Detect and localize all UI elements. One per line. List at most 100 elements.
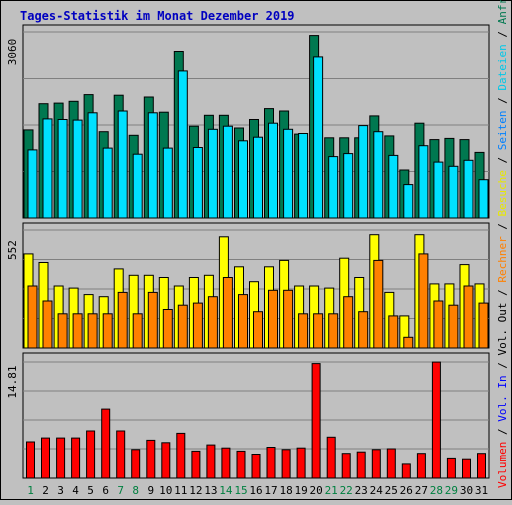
bar-rechner-day-17 <box>268 289 278 349</box>
bar-volumen-day-24 <box>371 449 381 479</box>
right-axis-legend: Volumen / Vol. In / Vol. Out / Rechner /… <box>496 0 509 488</box>
bar-rechner-day-24 <box>373 259 384 349</box>
bar-rechner-day-12 <box>192 302 203 349</box>
bar-rechner-day-3 <box>57 313 68 349</box>
bar-dateien-day-28 <box>433 161 444 219</box>
x-tick-label-day-13: 13 <box>204 484 217 497</box>
x-tick-label-day-31: 31 <box>475 484 488 497</box>
chart-title: Tages-Statistik im Monat Dezember 2019 <box>20 9 295 23</box>
right-axis-label-part: / <box>496 216 509 236</box>
bar-dateien-day-16 <box>253 136 263 219</box>
bar-rechner-day-10 <box>162 309 173 349</box>
x-tick-label-day-29: 29 <box>445 484 458 497</box>
bar-dateien-day-29 <box>448 165 459 219</box>
bar-volumen-day-17 <box>266 447 276 479</box>
bar-volumen-day-2 <box>41 437 50 479</box>
x-tick-label-day-15: 15 <box>234 484 247 497</box>
y-max-label: 14.81 <box>6 365 19 398</box>
bar-dateien-day-3 <box>57 119 68 219</box>
bar-rechner-day-25 <box>388 315 399 349</box>
bar-dateien-day-31 <box>478 179 489 219</box>
bar-dateien-day-4 <box>72 119 83 219</box>
bar-rechner-day-8 <box>132 313 143 349</box>
bar-dateien-day-12 <box>192 147 203 219</box>
bar-volumen-day-18 <box>281 449 291 479</box>
bar-dateien-day-19 <box>298 133 309 219</box>
right-axis-label-part: Anfragen <box>496 0 509 24</box>
bar-volumen-day-1 <box>26 441 35 479</box>
bar-volumen-day-21 <box>326 436 336 479</box>
bar-volumen-day-20 <box>311 363 321 479</box>
bar-rechner-day-26 <box>403 336 414 349</box>
bar-volumen-day-4 <box>71 437 81 479</box>
right-axis-label-part: Besuche <box>496 170 509 216</box>
bar-rechner-day-5 <box>87 313 98 349</box>
bar-dateien-day-22 <box>343 153 354 219</box>
chart-panels: 3060 552 14.81 <box>6 24 490 479</box>
bar-volumen-day-13 <box>206 444 216 479</box>
bar-volumen-day-16 <box>251 454 261 479</box>
bar-dateien-day-8 <box>132 153 143 219</box>
bar-volumen-day-29 <box>446 457 456 479</box>
bar-volumen-day-28 <box>431 361 441 479</box>
x-tick-label-day-3: 3 <box>57 484 64 497</box>
bar-volumen-day-10 <box>161 442 171 479</box>
bar-dateien-day-9 <box>147 112 158 219</box>
x-tick-label-day-16: 16 <box>249 484 262 497</box>
bar-rechner-day-1 <box>27 285 38 349</box>
bar-rechner-day-7 <box>117 291 128 349</box>
bar-dateien-day-15 <box>238 140 248 219</box>
bar-volumen-day-19 <box>296 447 306 479</box>
x-tick-label-day-1: 1 <box>27 484 34 497</box>
bar-rechner-day-28 <box>433 300 444 349</box>
bar-rechner-day-23 <box>358 311 369 349</box>
bar-rechner-day-20 <box>313 313 324 349</box>
bar-rechner-day-16 <box>253 311 263 349</box>
bar-dateien-day-30 <box>463 159 474 219</box>
x-tick-label-day-30: 30 <box>460 484 473 497</box>
bar-volumen-day-7 <box>116 430 126 479</box>
bar-dateien-day-13 <box>207 128 218 219</box>
x-tick-label-day-24: 24 <box>370 484 384 497</box>
bar-volumen-day-3 <box>56 437 66 479</box>
bar-dateien-day-2 <box>42 118 53 219</box>
bar-volumen-day-27 <box>416 453 426 479</box>
bar-rechner-day-31 <box>478 302 489 349</box>
bar-volumen-day-26 <box>401 463 411 479</box>
bar-dateien-day-10 <box>162 147 173 219</box>
bar-dateien-day-17 <box>268 122 278 219</box>
bar-rechner-day-18 <box>283 289 294 349</box>
panel-seiten-besuche-rechner: 552 <box>6 222 490 349</box>
bar-volumen-day-12 <box>191 450 201 479</box>
bar-rechner-day-15 <box>238 294 248 349</box>
panel-volumen: 14.81 <box>6 352 490 479</box>
right-axis-label-part: / <box>496 91 509 111</box>
x-tick-label-day-22: 22 <box>340 484 353 497</box>
bar-dateien-day-27 <box>418 145 429 219</box>
x-tick-label-day-23: 23 <box>355 484 368 497</box>
right-axis-label-part: / <box>496 150 509 170</box>
bar-volumen-day-31 <box>477 453 486 479</box>
bar-volumen-day-5 <box>86 430 96 479</box>
x-tick-label-day-21: 21 <box>325 484 338 497</box>
x-tick-label-day-17: 17 <box>264 484 277 497</box>
x-tick-label-day-12: 12 <box>189 484 202 497</box>
x-tick-label-day-7: 7 <box>117 484 124 497</box>
x-tick-label-day-27: 27 <box>415 484 428 497</box>
x-tick-label-day-18: 18 <box>279 484 292 497</box>
bar-rechner-day-29 <box>448 304 459 349</box>
bar-dateien-day-5 <box>87 112 98 219</box>
bar-dateien-day-18 <box>283 128 294 219</box>
bar-rechner-day-14 <box>222 277 233 349</box>
bar-dateien-day-14 <box>222 125 233 219</box>
right-axis-label-part: Volumen <box>496 442 509 488</box>
bar-dateien-day-25 <box>388 154 399 219</box>
x-tick-label-day-14: 14 <box>219 484 233 497</box>
right-axis-label-part: Seiten <box>496 110 509 150</box>
x-tick-label-day-5: 5 <box>87 484 94 497</box>
bar-dateien-day-26 <box>403 184 414 219</box>
x-tick-label-day-11: 11 <box>174 484 187 497</box>
right-axis-label-part: Rechner <box>496 236 509 283</box>
